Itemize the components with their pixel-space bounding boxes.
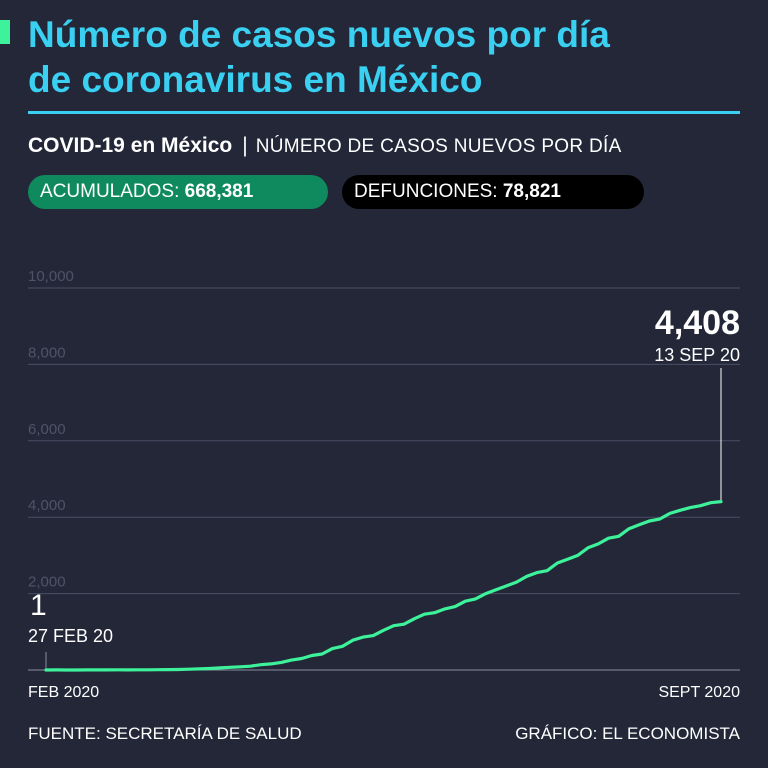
subtitle-bold: COVID-19 en México <box>28 134 233 157</box>
deaths-value: 78,821 <box>502 181 561 202</box>
accumulated-label: ACUMULADOS: <box>40 181 180 202</box>
y-tick-label: 10,000 <box>28 268 74 285</box>
subtitle: COVID-19 en México | NÚMERO DE CASOS NUEVO… <box>28 134 622 158</box>
end-date-label: 13 SEP 20 <box>654 345 740 365</box>
start-value-label: 1 <box>30 589 47 622</box>
subtitle-separator: | <box>242 134 248 157</box>
deaths-badge: DEFUNCIONES: 78,821 <box>342 175 644 209</box>
title-line-1: Número de casos nuevos por día <box>28 14 610 55</box>
title-divider <box>28 111 740 114</box>
start-date-label: 27 FEB 20 <box>28 626 113 646</box>
title-accent-bar <box>0 20 10 44</box>
credit-note: GRÁFICO: EL ECONOMISTA <box>515 724 740 743</box>
title-line-2: de coronavirus en México <box>28 59 483 100</box>
source-note: FUENTE: SECRETARÍA DE SALUD <box>28 724 302 743</box>
accumulated-value: 668,381 <box>184 181 254 202</box>
x-end-label: SEPT 2020 <box>658 684 740 701</box>
y-tick-label: 8,000 <box>28 344 66 361</box>
accumulated-badge: ACUMULADOS: 668,381 <box>28 175 328 209</box>
subtitle-light: NÚMERO DE CASOS NUEVOS POR DÍA <box>255 136 622 157</box>
page-title: Número de casos nuevos por día de corona… <box>28 12 748 102</box>
end-value-label: 4,408 <box>655 304 740 342</box>
deaths-label: DEFUNCIONES: <box>354 181 498 202</box>
series-line <box>44 500 723 672</box>
y-tick-label: 2,000 <box>28 574 66 591</box>
y-tick-label: 4,000 <box>28 497 66 514</box>
x-start-label: FEB 2020 <box>28 684 99 701</box>
y-tick-label: 6,000 <box>28 421 66 438</box>
